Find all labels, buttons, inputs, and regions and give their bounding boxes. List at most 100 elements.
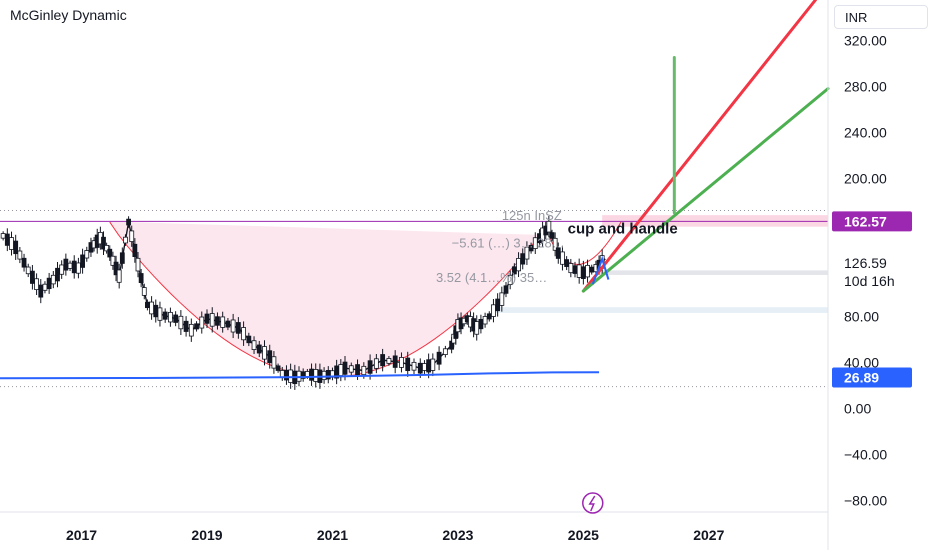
mcginley-line bbox=[0, 371, 600, 380]
candle-body bbox=[107, 248, 113, 258]
trendline-1 bbox=[581, 87, 830, 293]
x-tick-label: 2017 bbox=[66, 527, 97, 543]
candle-body bbox=[241, 327, 246, 341]
candle-body bbox=[572, 265, 578, 274]
candle-body bbox=[532, 237, 538, 249]
candle-body bbox=[71, 260, 77, 274]
candle-body bbox=[59, 264, 65, 275]
candle-body bbox=[55, 267, 60, 282]
candle-body bbox=[546, 220, 552, 233]
candle-body bbox=[235, 322, 241, 334]
candle-body bbox=[104, 245, 110, 252]
candle-body bbox=[503, 285, 509, 294]
level-badge-label-0: 162.57 bbox=[844, 213, 887, 229]
y-tick-label: 0.00 bbox=[844, 400, 871, 416]
y-tick-label: 240.00 bbox=[844, 124, 887, 140]
candle-body bbox=[560, 251, 565, 265]
candle-body bbox=[436, 351, 442, 365]
x-tick-label: 2025 bbox=[568, 527, 599, 543]
candle-body bbox=[178, 315, 184, 330]
x-tick-label: 2027 bbox=[693, 527, 724, 543]
candle-body bbox=[313, 369, 319, 382]
candle-body bbox=[25, 266, 31, 275]
candle-body bbox=[386, 358, 392, 364]
zone-1 bbox=[595, 270, 828, 275]
candle-body bbox=[17, 250, 23, 260]
indicator-title[interactable]: McGinley Dynamic bbox=[10, 7, 127, 23]
candle-body bbox=[442, 348, 448, 355]
candle-body bbox=[491, 304, 496, 317]
candle-body bbox=[486, 313, 492, 320]
candle-body bbox=[405, 357, 411, 372]
level-badge-label-1: 26.89 bbox=[844, 370, 879, 386]
candle-body bbox=[123, 236, 128, 244]
x-tick-label: 2023 bbox=[442, 527, 473, 543]
candle-body bbox=[325, 370, 331, 380]
candle-body bbox=[399, 357, 404, 368]
candle-body bbox=[138, 273, 144, 283]
candle-body bbox=[145, 301, 150, 309]
candle-body bbox=[256, 344, 262, 354]
candle-body bbox=[507, 274, 513, 286]
candle-body bbox=[132, 243, 138, 258]
candle-body bbox=[392, 355, 398, 368]
candle-body bbox=[153, 304, 159, 318]
y-tick-label: −40.00 bbox=[844, 446, 887, 462]
lightning-icon bbox=[582, 492, 604, 514]
candle-body bbox=[113, 261, 119, 276]
candle-body bbox=[188, 323, 194, 337]
candle-body bbox=[355, 364, 360, 376]
candle-body bbox=[194, 323, 199, 330]
candle-body bbox=[321, 370, 327, 381]
candle-body bbox=[549, 232, 555, 239]
trendline-0 bbox=[581, 0, 817, 293]
candle-body bbox=[199, 316, 205, 329]
candle-body bbox=[361, 365, 367, 376]
level-badge-0 bbox=[832, 211, 912, 232]
candle-body bbox=[564, 259, 570, 267]
candle-body bbox=[21, 257, 27, 268]
zone-2 bbox=[495, 307, 828, 313]
candle-body bbox=[552, 237, 558, 251]
candle-body bbox=[63, 258, 69, 271]
candle-body bbox=[34, 278, 39, 291]
annotation-1: 125n InSZ bbox=[502, 208, 562, 223]
candle-body bbox=[141, 287, 147, 296]
candle-body bbox=[495, 298, 501, 312]
y-tick-label: 40.00 bbox=[844, 354, 879, 370]
candle-body bbox=[80, 254, 85, 268]
candle-body bbox=[129, 230, 135, 242]
candle-body bbox=[204, 313, 210, 324]
candle-body bbox=[267, 350, 273, 364]
countdown-label: 10d 16h bbox=[844, 273, 895, 289]
candle-body bbox=[585, 264, 590, 278]
candle-body bbox=[50, 274, 56, 285]
candle-body bbox=[251, 340, 257, 351]
candle-body bbox=[30, 270, 35, 284]
candle-body bbox=[422, 363, 427, 371]
candle-body bbox=[119, 252, 125, 264]
candle-body bbox=[271, 356, 277, 369]
candle-body bbox=[367, 360, 373, 374]
x-tick-label: 2019 bbox=[191, 527, 222, 543]
candle-body bbox=[9, 237, 14, 250]
candle-body bbox=[168, 311, 173, 323]
candle-body bbox=[516, 258, 521, 272]
candle-body bbox=[304, 371, 310, 377]
candle-body bbox=[478, 318, 484, 330]
candle-body bbox=[225, 320, 231, 328]
candle-body bbox=[42, 283, 48, 291]
currency-selector[interactable]: INR bbox=[834, 5, 928, 29]
annotation-0: cup and handle bbox=[568, 221, 678, 238]
candle-body bbox=[0, 233, 6, 239]
y-tick-label: −80.00 bbox=[844, 492, 887, 508]
candle-body bbox=[309, 368, 314, 381]
y-tick-label: 200.00 bbox=[844, 170, 887, 186]
candle-body bbox=[474, 321, 480, 335]
candle-body bbox=[110, 255, 116, 266]
candle-body bbox=[4, 233, 10, 246]
candle-body bbox=[499, 292, 505, 306]
candle-body bbox=[173, 314, 179, 323]
